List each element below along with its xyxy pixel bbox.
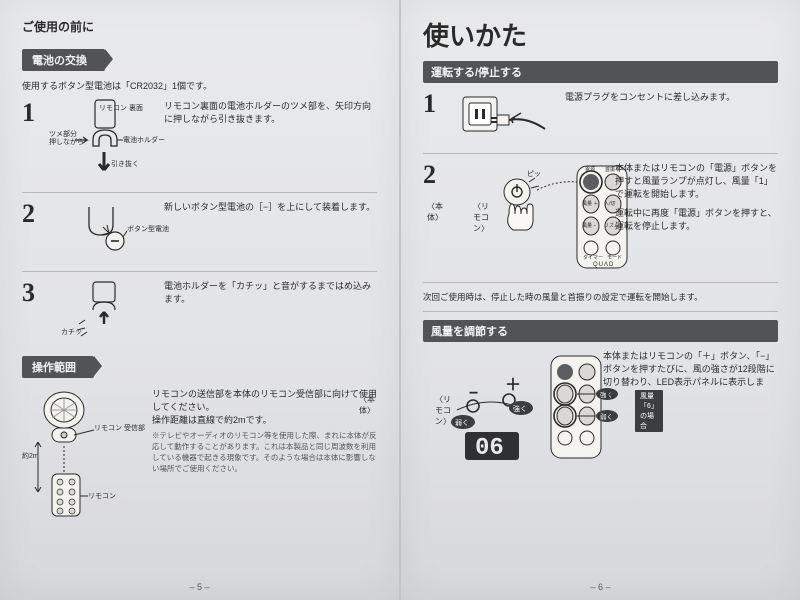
battery-step2-text: 新しいボタン型電池の［−］を上にして装着します。: [164, 201, 377, 261]
remote-btn-0: 電源: [585, 166, 595, 173]
run-step-1: 1 電源プラグをコンセントに差し込みます。: [423, 91, 778, 143]
label-click: カチッ: [61, 328, 82, 336]
step-number: 2: [423, 162, 445, 188]
run-step2-figure: 〈本体〉 〈リモコン〉 ピッ: [455, 162, 605, 272]
battery-step-3: 3 カチッ 電池ホルダーを「カチッ」と音がするまではめ込みます。: [22, 280, 377, 336]
label-strong: 強く: [513, 405, 527, 413]
remote-brand: QUΛD: [593, 262, 614, 268]
plug-figure: [455, 91, 555, 143]
range-block: リモコン 受信部 約2m リモコン: [22, 388, 377, 518]
chip-strong: 強く: [509, 401, 533, 415]
run-step-2: 2 〈本体〉 〈リモコン〉 ピッ: [423, 162, 778, 272]
airflow-banner: 風量を調節する: [423, 320, 778, 342]
page-number-left: – 5 –: [0, 582, 399, 592]
label-weak: 弱く: [455, 419, 469, 427]
label-coin: ボタン型電池: [127, 224, 169, 233]
left-pretitle: ご使用の前に: [22, 18, 377, 35]
divider: [423, 153, 778, 154]
battery-step-2: 2 ボタン型電池 新しいボタン型電池の［−］を上にして装着します。: [22, 201, 377, 261]
unit-remote-labels: 〈本体〉 〈リモコン〉: [427, 201, 489, 234]
range-text-block: リモコンの送信部を本体のリモコン受信部に向けて使用してください。 操作距離は直線…: [152, 388, 377, 518]
divider: [22, 192, 377, 193]
remote-btn-6: タイマー: [583, 254, 603, 261]
page-left: ご使用の前に 電池の交換 使用するボタン型電池は「CR2032」1個です。 1 …: [0, 0, 400, 600]
manual-spread: ご使用の前に 電池の交換 使用するボタン型電池は「CR2032」1個です。 1 …: [0, 0, 800, 600]
step-number: 1: [423, 91, 445, 143]
battery-step2-figure: ボタン型電池: [54, 201, 154, 261]
range-text: リモコンの送信部を本体のリモコン受信部に向けて使用してください。 操作距離は直線…: [152, 388, 377, 427]
page-number-right: – 6 –: [401, 582, 800, 592]
label-beep: ピッ: [527, 170, 541, 178]
label-remote2: 〈リモコン〉: [435, 394, 451, 427]
battery-lead: 使用するボタン型電池は「CR2032」1個です。: [22, 79, 377, 92]
label-receiver: リモコン 受信部: [94, 423, 145, 432]
run-step2-text1: 本体またはリモコンの「電源」ボタンを押すと風量ランプが点灯し、風量「1」で運転を…: [615, 162, 778, 201]
airflow-figure: 〈本体〉 〈リモコン〉 − ＋ 弱く: [423, 350, 593, 470]
battery-step1-figure: リモコン 裏面 ツメ部分 押しながら 電池ホルダー 引き抜く: [54, 100, 154, 182]
page-right: 使いかた 運転する/停止する 1 電源プラグをコンセントに差し込みます。: [400, 0, 800, 600]
label-holder: 電池ホルダー: [123, 135, 165, 144]
battery-step1-text: リモコン裏面の電池ホルダーのツメ部を、矢印方向に押しながら引き抜きます。: [164, 100, 377, 182]
run-step2-texts: 本体またはリモコンの「電源」ボタンを押すと風量ランプが点灯し、風量「1」で運転を…: [615, 162, 778, 233]
label-distance: 約2m: [22, 451, 39, 460]
battery-banner: 電池の交換: [22, 49, 105, 71]
battery-step3-figure: カチッ: [54, 280, 154, 336]
battery-step3-text: 電池ホルダーを「カチッ」と音がするまではめ込みます。: [164, 280, 377, 336]
label-pull: 引き抜く: [111, 159, 139, 168]
divider: [423, 311, 778, 312]
right-title: 使いかた: [423, 16, 778, 53]
remote-btn-3: 風量 −: [582, 222, 596, 229]
svg-text:＋: ＋: [505, 377, 521, 394]
run-step1-text: 電源プラグをコンセントに差し込みます。: [565, 91, 778, 143]
unit-remote-labels2: 〈本体〉 〈リモコン〉: [359, 394, 451, 427]
label-tab: ツメ部分: [49, 129, 77, 138]
battery-step-1: 1 リモコン 裏面 ツメ部分 押しながら 電池ホルダー: [22, 100, 377, 182]
airflow-block: 〈本体〉 〈リモコン〉 − ＋ 弱く: [423, 350, 778, 470]
label-push: 押しながら: [49, 137, 84, 146]
step-number: 2: [22, 201, 44, 261]
label-remote: 〈リモコン〉: [473, 201, 489, 234]
range-disclaimer: ※テレビやオーディオのリモコン等を使用した際、まれに本体が反応して動作することが…: [152, 431, 377, 475]
step-number: 3: [22, 280, 44, 336]
run-step2-text2: 運転中に再度「電源」ボタンを押すと、運転を停止します。: [615, 207, 778, 233]
range-figure: リモコン 受信部 約2m リモコン: [22, 388, 142, 518]
led-readout: 06: [475, 435, 504, 462]
chip-weak: 弱く: [451, 415, 475, 429]
label-unit2: 〈本体〉: [359, 394, 375, 427]
divider: [423, 282, 778, 283]
remote-btn-7: モード: [607, 255, 622, 261]
run-banner: 運転する/停止する: [423, 61, 778, 83]
label-remote-back: リモコン 裏面: [99, 103, 143, 112]
label-remote: リモコン: [88, 492, 116, 500]
run-note: 次回ご使用時は、停止した時の風量と首振りの設定で運転を開始します。: [423, 289, 778, 305]
divider: [22, 271, 377, 272]
label-unit: 〈本体〉: [427, 201, 443, 234]
airflow-text: 本体またはリモコンの「＋」ボタン、「−」ボタンを押すたびに、風の強さが12段階に…: [603, 350, 778, 402]
label-weak-r: 弱く: [600, 413, 613, 421]
remote-btn-4: 入/切: [604, 200, 615, 207]
range-banner: 操作範囲: [22, 356, 94, 378]
step-number: 1: [22, 100, 44, 182]
remote-btn-2: 風量 ＋: [582, 200, 598, 207]
